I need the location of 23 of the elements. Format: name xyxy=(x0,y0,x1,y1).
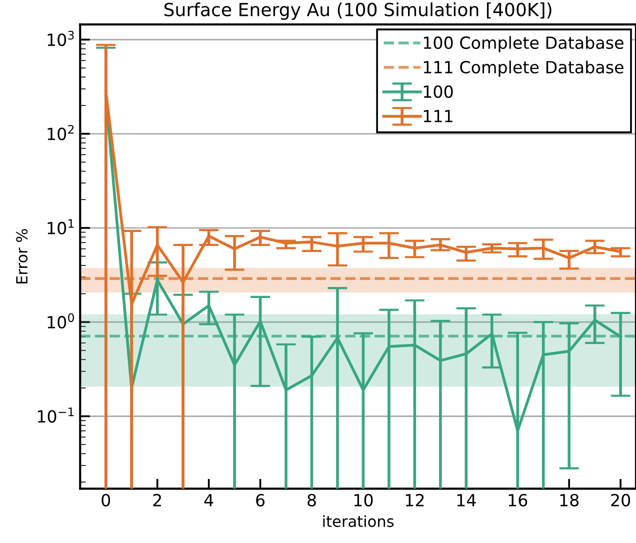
y-tick-label: 10$^{0}$ xyxy=(48,313,74,329)
y-tick-label: 10$^{2}$ xyxy=(48,124,74,140)
y-tick-label: 10$^{1}$ xyxy=(48,219,74,234)
x-tick-label: 4 xyxy=(204,494,214,506)
chart-title: Surface Energy Au (100 Simulation [400K]) xyxy=(164,2,552,20)
legend-label: 100 Complete Database xyxy=(424,36,624,52)
x-tick-label: 16 xyxy=(508,494,528,506)
legend-label: 111 Complete Database xyxy=(424,60,624,77)
x-tick-label: 20 xyxy=(611,494,630,506)
x-tick-label: 12 xyxy=(406,494,424,506)
x-axis-title: iterations xyxy=(323,515,394,528)
x-tick-label: 14 xyxy=(457,494,476,506)
y-axis-title: Error % xyxy=(16,229,28,284)
legend-label: 100 xyxy=(424,85,453,98)
x-tick-label: 0 xyxy=(102,494,110,506)
x-tick-label: 8 xyxy=(308,494,316,506)
x-tick-label: 10 xyxy=(354,494,373,506)
y-tick-label: 10$^{−1}$ xyxy=(38,408,74,423)
x-tick-label: 18 xyxy=(560,494,579,506)
legend-label: 111 xyxy=(424,110,452,122)
x-tick-label: 2 xyxy=(153,494,161,506)
x-tick-label: 6 xyxy=(256,494,265,506)
y-tick-label: 10$^{3}$ xyxy=(48,30,74,46)
